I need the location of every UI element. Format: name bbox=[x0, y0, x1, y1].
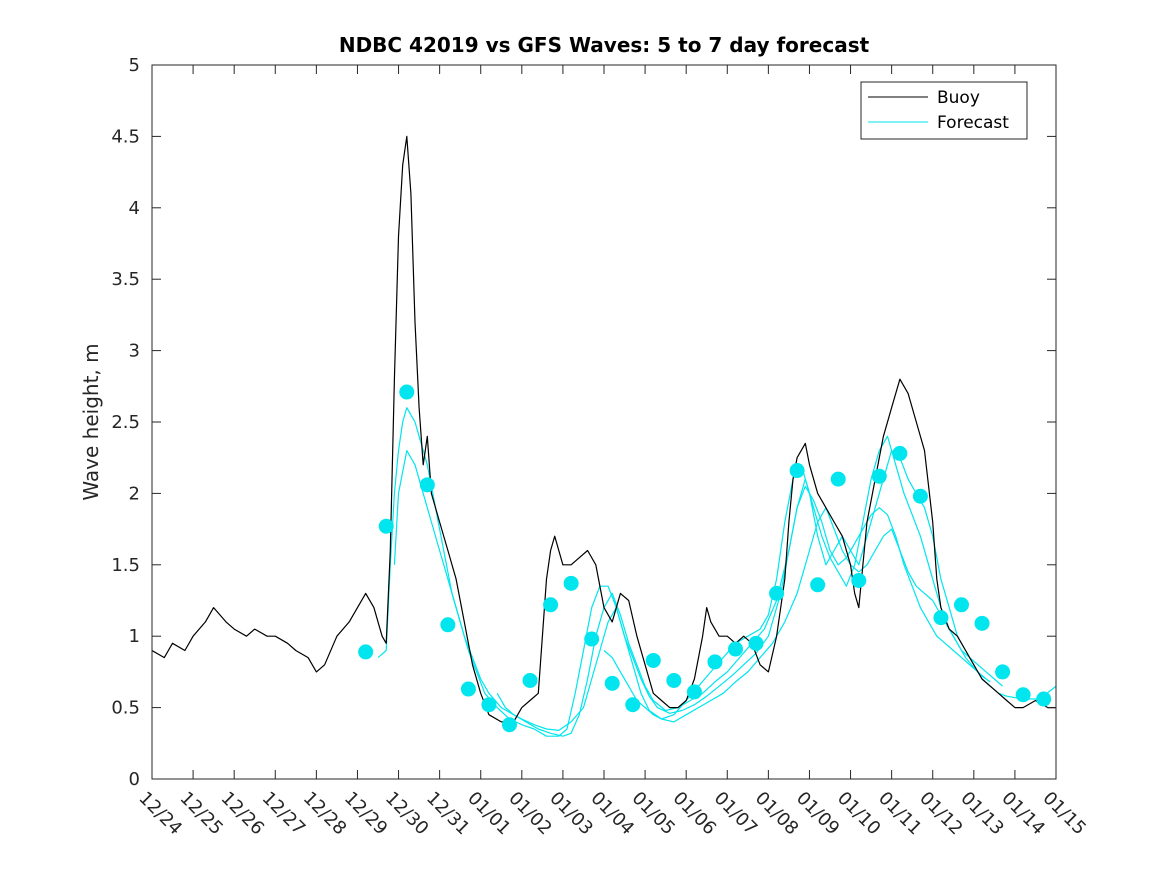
forecast-marker bbox=[645, 652, 661, 668]
forecast-marker bbox=[625, 697, 641, 713]
y-tick-label: 2 bbox=[129, 483, 140, 504]
y-axis-label: Wave height, m bbox=[79, 343, 103, 500]
forecast-markers bbox=[358, 384, 1052, 733]
forecast-marker bbox=[1015, 687, 1031, 703]
forecast-marker bbox=[604, 675, 620, 691]
forecast-marker bbox=[686, 684, 702, 700]
y-tick-label: 0.5 bbox=[111, 698, 140, 719]
forecast-marker bbox=[748, 635, 764, 651]
forecast-marker bbox=[933, 610, 949, 626]
forecast-marker bbox=[830, 471, 846, 487]
forecast-marker bbox=[727, 641, 743, 657]
forecast-marker bbox=[851, 573, 867, 589]
forecast-marker bbox=[419, 477, 435, 493]
legend-buoy-label: Buoy bbox=[937, 88, 980, 108]
forecast-marker bbox=[1036, 691, 1052, 707]
forecast-marker bbox=[810, 577, 826, 593]
series-layer bbox=[152, 135, 1056, 737]
legend-box bbox=[860, 81, 1028, 140]
legend: Buoy Forecast bbox=[860, 81, 1028, 140]
y-tick-label: 4 bbox=[129, 198, 140, 219]
forecast-marker bbox=[481, 697, 497, 713]
forecast-marker bbox=[953, 597, 969, 613]
forecast-marker bbox=[440, 617, 456, 633]
forecast-marker bbox=[378, 518, 394, 534]
forecast-series-line bbox=[496, 485, 987, 732]
y-tick-label: 0 bbox=[129, 769, 140, 790]
y-tick-label: 1 bbox=[129, 626, 140, 647]
forecast-marker bbox=[666, 672, 682, 688]
plot-area bbox=[152, 65, 1056, 779]
forecast-marker bbox=[871, 468, 887, 484]
forecast-marker bbox=[522, 672, 538, 688]
forecast-marker bbox=[563, 575, 579, 591]
chart-title: NDBC 42019 vs GFS Waves: 5 to 7 day fore… bbox=[339, 33, 870, 57]
forecast-marker bbox=[912, 488, 928, 504]
legend-forecast-label: Forecast bbox=[937, 113, 1009, 133]
forecast-marker bbox=[789, 463, 805, 479]
y-axis-ticks: 0 0.5 1 1.5 2 2.5 3 3.5 4 4.5 5 bbox=[111, 55, 1056, 790]
y-tick-label: 5 bbox=[129, 55, 140, 76]
forecast-marker bbox=[358, 644, 374, 660]
forecast-marker bbox=[543, 597, 559, 613]
forecast-marker bbox=[974, 615, 990, 631]
forecast-marker bbox=[769, 585, 785, 601]
y-tick-label: 4.5 bbox=[111, 126, 140, 147]
buoy-series-line bbox=[152, 135, 1056, 723]
y-tick-label: 3 bbox=[129, 341, 140, 362]
y-tick-label: 1.5 bbox=[111, 555, 140, 576]
y-tick-label: 2.5 bbox=[111, 412, 140, 433]
forecast-marker bbox=[460, 681, 476, 697]
forecast-series-line bbox=[393, 435, 1003, 737]
forecast-marker bbox=[995, 664, 1011, 680]
forecast-marker bbox=[892, 445, 908, 461]
forecast-marker bbox=[501, 717, 517, 733]
forecast-marker bbox=[584, 631, 600, 647]
y-tick-label: 3.5 bbox=[111, 269, 140, 290]
forecast-marker bbox=[399, 384, 415, 400]
forecast-series-line bbox=[603, 507, 991, 723]
forecast-marker bbox=[707, 654, 723, 670]
